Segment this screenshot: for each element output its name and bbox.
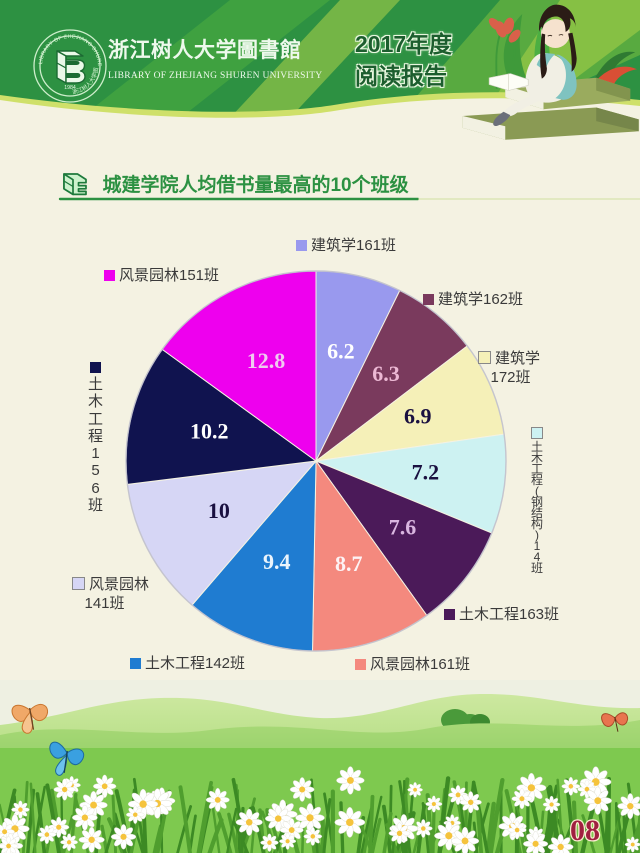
svg-text:6.9: 6.9 xyxy=(404,404,432,429)
svg-text:7.2: 7.2 xyxy=(412,460,440,485)
svg-text:8.7: 8.7 xyxy=(335,551,363,576)
svg-text:10.2: 10.2 xyxy=(190,419,229,444)
svg-text:7.6: 7.6 xyxy=(389,514,417,539)
svg-text:1984: 1984 xyxy=(64,85,76,91)
svg-text:12.8: 12.8 xyxy=(247,348,286,373)
svg-text:6.3: 6.3 xyxy=(372,361,400,386)
svg-text:08: 08 xyxy=(570,814,600,847)
svg-text:9.4: 9.4 xyxy=(263,549,291,574)
svg-text:10: 10 xyxy=(208,498,230,523)
svg-text:6.2: 6.2 xyxy=(327,339,355,364)
